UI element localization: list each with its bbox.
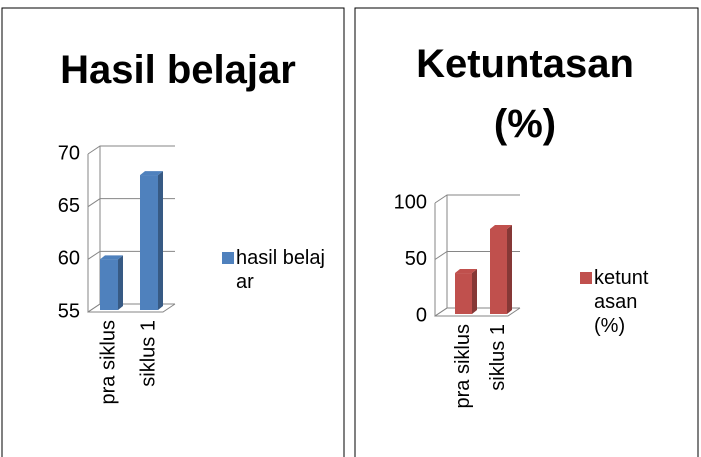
chart-title: Ketuntasan (%) bbox=[416, 42, 634, 146]
bar-top bbox=[100, 255, 123, 260]
chart-title: Hasil belajar bbox=[60, 48, 296, 92]
bar-side bbox=[158, 171, 163, 310]
panel-border bbox=[1, 7, 345, 457]
legend-box: ketuntasan (%) bbox=[580, 266, 664, 338]
floor bbox=[88, 303, 176, 313]
legend-swatch bbox=[222, 252, 234, 264]
legend-label: ketuntasan (%) bbox=[594, 267, 649, 337]
y-tick-label: 60 bbox=[58, 248, 80, 270]
y-tick-label: 70 bbox=[58, 142, 80, 164]
x-tick-label: pra siklus bbox=[452, 324, 474, 408]
bar-top bbox=[490, 224, 512, 229]
bar-side bbox=[118, 255, 123, 310]
bar-top bbox=[455, 269, 477, 274]
bar-side bbox=[472, 269, 477, 314]
floor bbox=[435, 307, 521, 317]
bar-side bbox=[507, 224, 512, 314]
legend-label: hasil belajar bbox=[236, 247, 325, 293]
bar-front bbox=[100, 259, 118, 310]
bar bbox=[455, 269, 477, 314]
legend-item: hasil belajar bbox=[222, 246, 342, 294]
x-tick-label: siklus 1 bbox=[487, 324, 509, 391]
bar bbox=[100, 255, 123, 310]
x-tick-label: pra siklus bbox=[97, 320, 119, 404]
axis-wall bbox=[87, 146, 101, 313]
bar-front bbox=[140, 175, 158, 310]
panel-border bbox=[354, 7, 699, 457]
bar-top bbox=[140, 171, 163, 176]
y-tick-label: 0 bbox=[416, 304, 427, 326]
legend-box: hasil belajar bbox=[222, 246, 342, 294]
y-tick-label: 55 bbox=[58, 300, 80, 322]
bar-front bbox=[490, 228, 507, 314]
legend-item: ketuntasan (%) bbox=[580, 266, 664, 338]
y-tick-label: 100 bbox=[394, 191, 427, 213]
y-tick-label: 50 bbox=[405, 248, 427, 270]
bar-front bbox=[455, 273, 472, 314]
grid-line bbox=[87, 145, 175, 155]
bar bbox=[490, 224, 512, 314]
legend-swatch bbox=[580, 272, 592, 284]
x-tick-label: siklus 1 bbox=[137, 320, 159, 387]
chart-title-box: Hasil belajar bbox=[60, 48, 296, 92]
grid-line bbox=[434, 194, 520, 204]
y-tick-label: 65 bbox=[58, 195, 80, 217]
chart-title-box: Ketuntasan (%) bbox=[416, 42, 634, 146]
bar bbox=[140, 171, 163, 310]
